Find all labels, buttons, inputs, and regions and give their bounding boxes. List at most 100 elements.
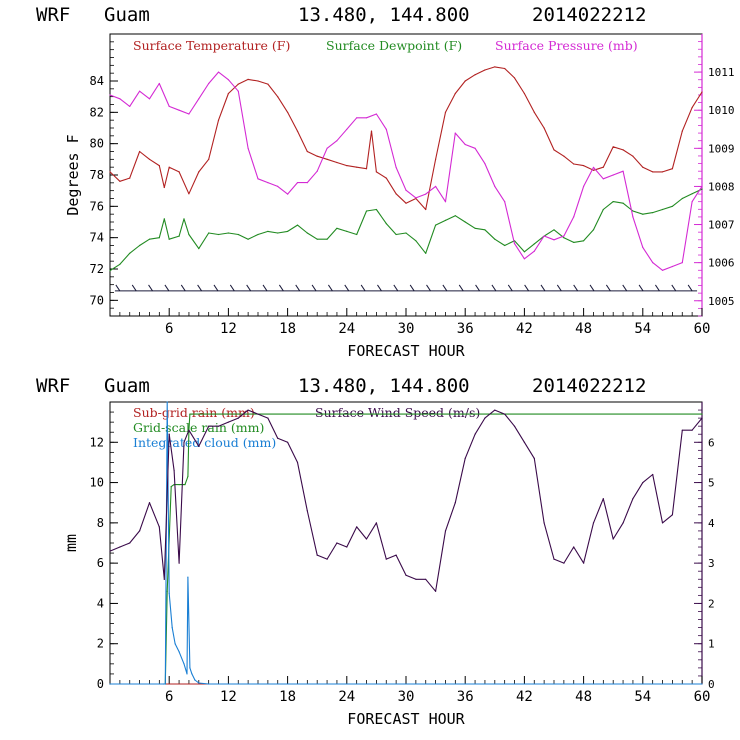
wind-barb	[589, 284, 595, 292]
series-point	[164, 683, 166, 685]
series-point	[464, 457, 466, 459]
x-tick-label: 18	[279, 689, 296, 705]
series-point	[306, 182, 308, 184]
series-point	[139, 150, 141, 153]
right-y-tick-label: 1006	[708, 257, 735, 270]
series-point	[632, 216, 634, 218]
x-tick-label: 42	[516, 321, 533, 337]
series-point	[227, 79, 229, 81]
x-tick-label: 6	[165, 321, 173, 337]
wind-barb	[507, 284, 513, 292]
series-point	[326, 158, 328, 160]
wind-barb	[409, 284, 415, 292]
legend-surface-pressure: Surface Pressure (mb)	[495, 38, 638, 53]
series-point	[163, 218, 165, 220]
series-point	[217, 119, 220, 121]
series-point	[652, 212, 654, 214]
series-point	[691, 193, 693, 195]
series-point	[622, 149, 624, 151]
series-point	[523, 441, 526, 443]
series-point	[237, 233, 239, 236]
series-point	[602, 208, 604, 211]
series-point	[306, 150, 308, 153]
series-point	[109, 683, 111, 685]
series-point	[326, 558, 328, 560]
series-point	[573, 546, 575, 548]
series-point	[267, 182, 269, 184]
series-point	[563, 235, 565, 237]
series-point	[592, 229, 595, 231]
series-point	[237, 83, 239, 85]
wind-barb	[393, 284, 399, 292]
bottom-y-axis-label: mm	[62, 534, 80, 552]
series-point	[168, 238, 170, 240]
series-point	[395, 233, 397, 236]
series-point	[237, 90, 239, 92]
series-point	[454, 215, 456, 217]
series-point	[375, 171, 377, 173]
right-y-tick-label: 1011	[708, 66, 735, 79]
series-point	[513, 425, 516, 427]
series-point	[129, 252, 131, 254]
legend-surface-dewpoint: Surface Dewpoint (F)	[326, 38, 462, 53]
left-y-tick-label: 0	[97, 677, 104, 691]
wind-barb	[638, 284, 644, 292]
series-point	[385, 223, 387, 225]
top-title-location: Guam	[104, 4, 150, 26]
series-point	[356, 166, 358, 168]
series-point	[109, 94, 111, 96]
wind-barb	[540, 284, 546, 292]
series-point	[119, 263, 121, 265]
series-point	[346, 546, 348, 548]
left-y-tick-label: 8	[97, 516, 104, 530]
wind-barbs	[114, 284, 698, 292]
wind-barb	[360, 284, 366, 292]
series-point	[622, 170, 624, 172]
series-point	[652, 171, 654, 173]
wind-barb	[262, 284, 268, 292]
series-point	[277, 96, 279, 98]
series-point	[632, 210, 634, 212]
series-point	[464, 80, 466, 82]
wind-barb	[491, 284, 497, 292]
series-point	[119, 98, 121, 100]
series-point	[425, 193, 427, 195]
series-point	[208, 82, 210, 85]
legend-subgrid-rain: Sub-grid rain (mm)	[133, 405, 255, 420]
series-point	[444, 201, 447, 203]
bottom-title-model: WRF	[36, 375, 70, 397]
series-point	[375, 113, 377, 115]
series-point	[494, 409, 496, 411]
series-point	[425, 208, 427, 211]
top-title-coords: 13.480, 144.800	[298, 4, 470, 26]
series-point	[316, 554, 318, 556]
series-point	[267, 83, 269, 85]
series-point	[336, 140, 338, 142]
series-point	[425, 578, 427, 580]
left-y-tick-label: 12	[90, 435, 104, 449]
series-point	[227, 92, 229, 95]
series-point	[435, 185, 437, 187]
wind-barb	[246, 284, 252, 292]
series-point	[543, 235, 545, 237]
left-y-tick-label: 84	[90, 74, 104, 88]
series-point	[395, 166, 397, 168]
wind-barb	[622, 284, 628, 292]
wind-barb	[671, 284, 677, 292]
series-point	[198, 682, 200, 684]
series-point	[356, 233, 358, 236]
series-point	[287, 111, 289, 113]
series-point	[188, 113, 190, 115]
series-point	[306, 510, 308, 512]
series-point	[247, 409, 249, 411]
series-point	[612, 174, 614, 176]
series-point	[484, 163, 486, 165]
series-point	[622, 522, 624, 524]
series-point	[148, 98, 151, 100]
series-point	[178, 171, 180, 173]
wind-barb	[442, 284, 448, 292]
series-point	[701, 185, 703, 187]
left-y-tick-label: 78	[90, 168, 104, 182]
series-point	[189, 413, 191, 415]
series-point	[365, 538, 368, 540]
